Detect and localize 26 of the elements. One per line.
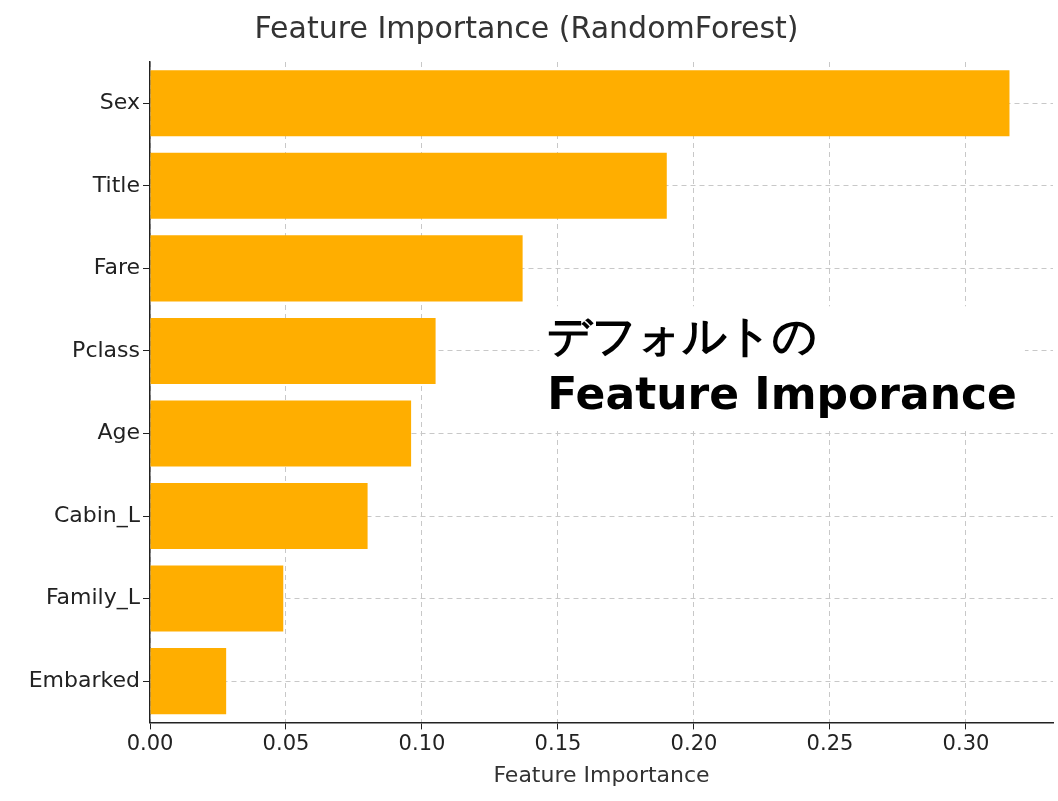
x-tick-label: 0.15	[534, 731, 582, 756]
bar	[150, 565, 284, 632]
bar	[150, 152, 667, 219]
bar	[150, 70, 1010, 137]
y-tick-label: Age	[97, 419, 140, 445]
x-tick-label: 0.00	[126, 731, 174, 756]
x-axis-title: Feature Importance	[493, 761, 710, 787]
y-tick-label: Pclass	[72, 336, 140, 362]
y-tick-label: Sex	[99, 88, 140, 114]
x-tick-label: 0.05	[262, 731, 310, 756]
x-tick-label: 0.10	[398, 731, 446, 756]
annotation: デフォルトの Feature Imporance	[547, 309, 1017, 419]
bar	[150, 400, 412, 467]
bar	[150, 483, 368, 550]
y-tick-label: Title	[91, 171, 140, 197]
bar	[150, 648, 227, 715]
x-tick-label: 0.30	[942, 731, 990, 756]
bar	[150, 235, 523, 302]
y-tick-label: Embarked	[28, 666, 140, 692]
chart-title: Feature Importance (RandomForest)	[254, 9, 799, 45]
y-tick-label: Cabin_L	[53, 501, 141, 528]
y-tick-label: Fare	[93, 254, 140, 280]
x-tick-label: 0.20	[670, 731, 718, 756]
x-tick-label: 0.25	[806, 731, 854, 756]
bar	[150, 317, 436, 384]
y-tick-label: Family_L	[45, 584, 141, 611]
